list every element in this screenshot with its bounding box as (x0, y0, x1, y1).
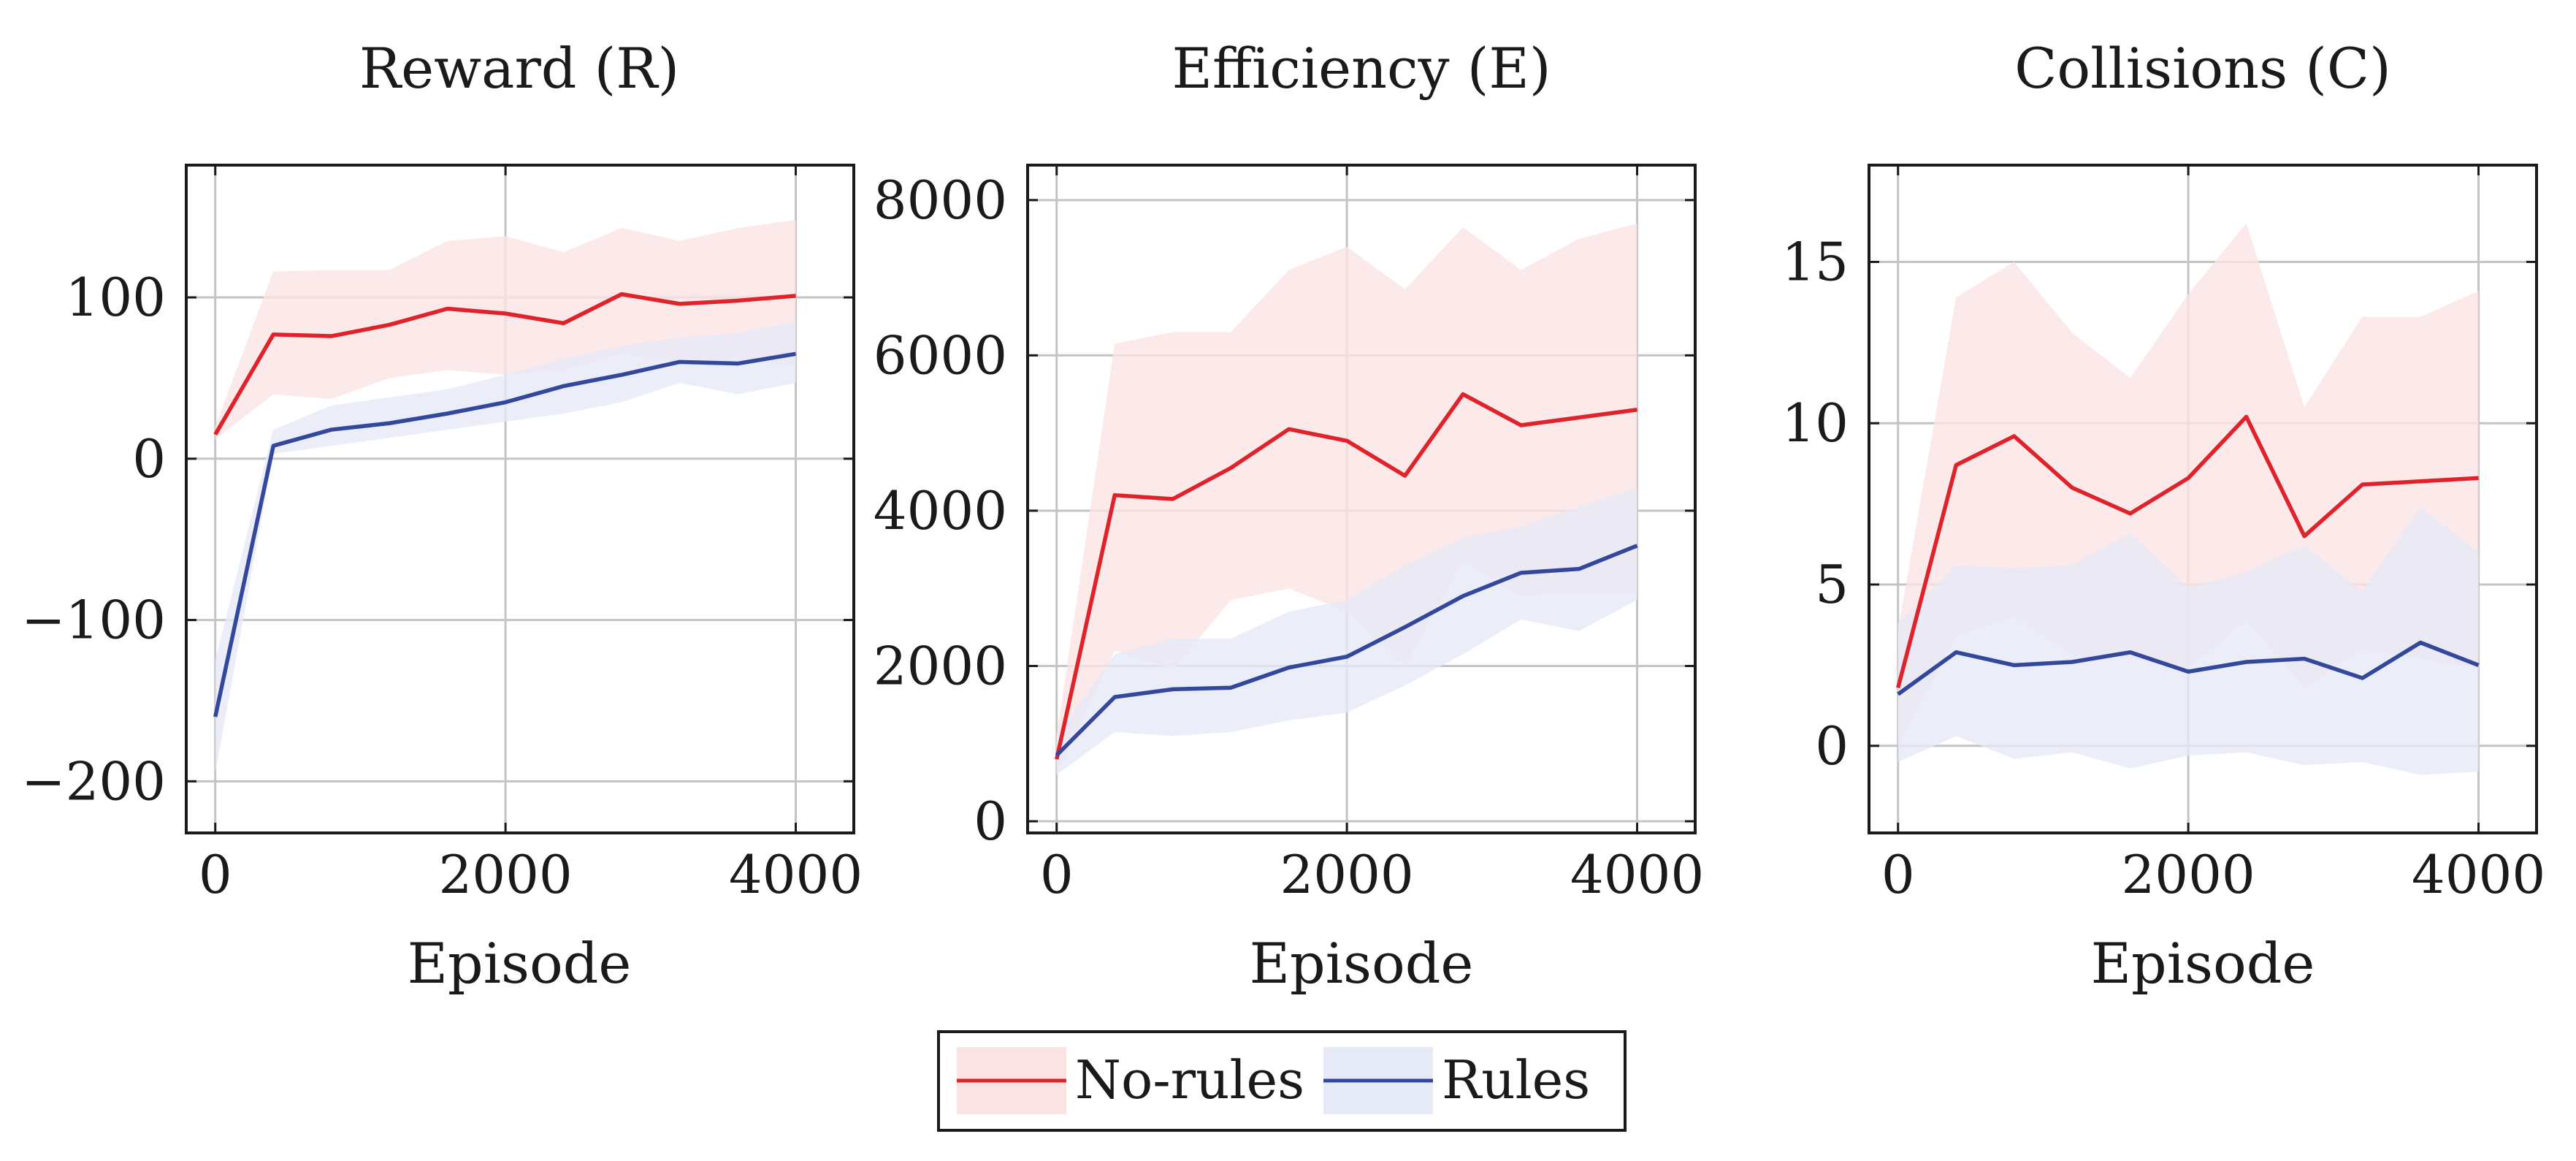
y-tick-label: −100 (21, 590, 166, 651)
y-tick-label: −200 (21, 750, 166, 812)
y-tick-label: 2000 (874, 636, 1007, 697)
band-rules (215, 321, 796, 774)
y-tick-label: 0 (974, 791, 1007, 852)
x-tick-label: 2000 (2122, 844, 2255, 905)
plot-frame (1026, 164, 1697, 834)
y-tick-label: 6000 (874, 324, 1007, 386)
panel-title: Reward (R) (359, 36, 679, 101)
x-axis-label: Episode (2091, 931, 2315, 996)
legend: No-rules Rules (937, 1030, 1627, 1132)
series-line-no-rules (213, 292, 796, 436)
y-tick-label: 4000 (874, 480, 1007, 541)
series-line-rules (1897, 640, 2480, 696)
x-tick-label: 0 (199, 844, 232, 905)
y-tick-label: 10 (1781, 392, 1849, 454)
y-tick-label: 100 (66, 267, 166, 328)
series-line-rules (1055, 544, 1638, 757)
panel-title: Efficiency (E) (1172, 36, 1551, 101)
x-axis-label: Episode (408, 931, 632, 996)
band-no-rules (1056, 223, 1637, 775)
y-tick-label: 0 (132, 428, 166, 490)
band-no-rules (215, 220, 796, 440)
x-axis-label: Episode (1250, 931, 1474, 996)
series-line-rules (213, 351, 796, 717)
x-tick-label: 0 (1881, 844, 1915, 905)
plot-area-efficiency: 0 2000 4000 0 2000 4000 6000 8000 (874, 165, 1704, 905)
x-tick-label: 2000 (1280, 844, 1414, 905)
x-tick-label: 4000 (729, 844, 863, 905)
x-tick-label: 4000 (2412, 844, 2545, 905)
panel-title: Collisions (C) (2014, 36, 2390, 101)
plot-frame (185, 164, 855, 834)
y-tick-label: 15 (1781, 231, 1849, 292)
panel-efficiency: Efficiency (E) Episode (1026, 36, 1697, 996)
series-line-no-rules (1055, 392, 1637, 760)
y-tick-label: 8000 (874, 170, 1007, 231)
plot-frame (1868, 164, 2538, 834)
legend-label-rules: Rules (1442, 1049, 1590, 1111)
panel-reward: Reward (R) Episode (359, 36, 679, 996)
x-tick-label: 2000 (439, 844, 573, 905)
x-tick-label: 0 (1040, 844, 1074, 905)
series-line-no-rules (1896, 414, 2479, 688)
band-rules (1056, 487, 1637, 775)
plot-area-reward: 0 2000 4000 −200 −100 0 100 (21, 165, 863, 905)
panel-collisions: Collisions (C) Episode (2014, 36, 2390, 996)
x-tick-label: 4000 (1570, 844, 1704, 905)
band-rules (1897, 507, 2479, 775)
y-tick-label: 0 (1815, 715, 1849, 777)
y-tick-label: 5 (1815, 554, 1849, 615)
plot-area-collisions: 0 2000 4000 0 5 10 15 (1781, 165, 2545, 905)
legend-label-no-rules: No-rules (1075, 1049, 1304, 1111)
